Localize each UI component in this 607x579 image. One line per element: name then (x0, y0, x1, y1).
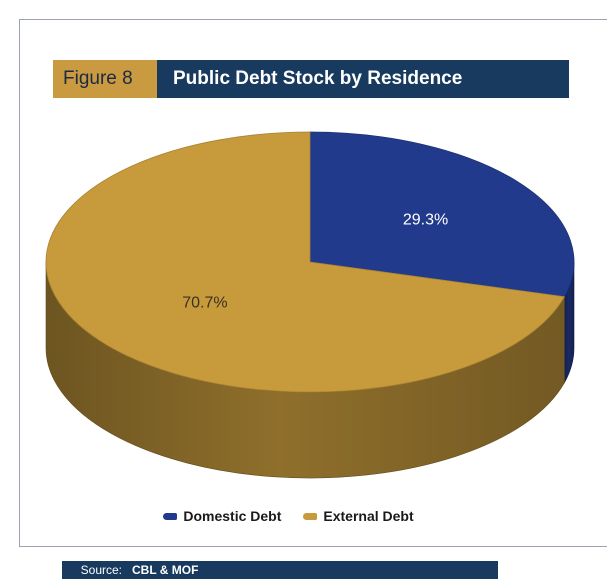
pie-slice-domestic-debt (309, 131, 575, 298)
legend-label-external: External Debt (323, 508, 414, 524)
figure-header: Figure 8 Public Debt Stock by Residence (53, 60, 569, 98)
pie-slice-external-debt (45, 131, 566, 393)
legend-label-domestic: Domestic Debt (183, 508, 282, 524)
chart-legend: Domestic Debt External Debt (0, 508, 607, 524)
source-bar: Source: CBL & MOF (62, 561, 498, 579)
source-label: Source: (80, 563, 122, 577)
legend-item-domestic: Domestic Debt (163, 508, 281, 524)
legend-swatch-domestic (163, 512, 178, 520)
data-label-external-debt: 70.7% (182, 294, 227, 311)
data-label-domestic-debt: 29.3% (403, 212, 448, 229)
source-value: CBL & MOF (132, 563, 199, 577)
figure-number: Figure 8 (53, 60, 157, 98)
legend-item-external: External Debt (303, 508, 414, 524)
figure-title: Public Debt Stock by Residence (157, 60, 569, 98)
legend-swatch-external (303, 512, 318, 520)
